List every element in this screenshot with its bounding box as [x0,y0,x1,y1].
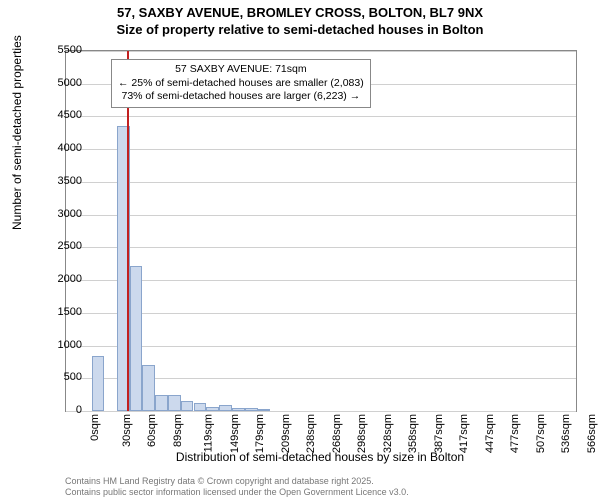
x-axis-label: Distribution of semi-detached houses by … [65,450,575,464]
gridline [66,116,576,117]
x-tick-label: 119sqm [202,414,214,452]
x-tick-label: 268sqm [331,414,343,453]
x-tick-label: 566sqm [586,414,598,453]
x-tick-label: 328sqm [382,414,394,453]
x-tick-label: 298sqm [356,414,368,453]
histogram-bar [219,405,232,411]
histogram-bar [206,407,219,411]
gridline [66,149,576,150]
histogram-bar [194,403,207,411]
annotation-box: 57 SAXBY AVENUE: 71sqm ← 25% of semi-det… [111,59,371,108]
histogram-bar [232,408,245,411]
chart-title: 57, SAXBY AVENUE, BROMLEY CROSS, BOLTON,… [0,0,600,22]
y-tick-label: 5000 [42,77,82,89]
y-tick-label: 1500 [42,306,82,318]
gridline [66,313,576,314]
y-tick-label: 1000 [42,339,82,351]
chart-subtitle: Size of property relative to semi-detach… [0,22,600,39]
x-tick-label: 536sqm [560,414,572,453]
x-tick-label: 30sqm [121,414,133,447]
histogram-bar [142,365,155,411]
y-tick-label: 0 [42,404,82,416]
histogram-bar [130,266,142,411]
y-tick-label: 4500 [42,109,82,121]
histogram-bar [168,395,181,411]
y-tick-label: 5500 [42,44,82,56]
histogram-bar [92,356,105,411]
y-tick-label: 4000 [42,142,82,154]
histogram-bar [181,401,194,411]
footer-line1: Contains HM Land Registry data © Crown c… [65,476,409,487]
footer: Contains HM Land Registry data © Crown c… [65,476,409,498]
footer-line2: Contains public sector information licen… [65,487,409,498]
gridline [66,346,576,347]
x-tick-label: 447sqm [484,414,496,453]
y-tick-label: 500 [42,371,82,383]
gridline [66,51,576,52]
histogram-bar [245,408,258,411]
histogram-bar [155,395,168,411]
y-tick-label: 3500 [42,175,82,187]
x-tick-label: 507sqm [535,414,547,453]
annotation-line2: ← 25% of semi-detached houses are smalle… [118,77,364,91]
x-tick-label: 149sqm [229,414,241,453]
annotation-line3: 73% of semi-detached houses are larger (… [118,90,364,104]
annotation-line1: 57 SAXBY AVENUE: 71sqm [118,63,364,77]
x-tick-label: 238sqm [305,414,317,453]
y-axis-label: Number of semi-detached properties [10,35,24,230]
gridline [66,215,576,216]
histogram-bar [258,409,270,411]
plot-area: 57 SAXBY AVENUE: 71sqm ← 25% of semi-det… [65,50,577,412]
x-tick-label: 89sqm [172,414,184,447]
gridline [66,247,576,248]
x-tick-label: 0sqm [89,414,101,441]
gridline [66,280,576,281]
x-tick-label: 417sqm [458,414,470,453]
y-tick-label: 2500 [42,240,82,252]
x-tick-label: 387sqm [433,414,445,453]
y-tick-label: 2000 [42,273,82,285]
x-tick-label: 60sqm [146,414,158,447]
gridline [66,182,576,183]
x-tick-label: 358sqm [407,414,419,453]
x-tick-label: 179sqm [254,414,266,453]
chart-container: 57, SAXBY AVENUE, BROMLEY CROSS, BOLTON,… [0,0,600,500]
x-tick-label: 477sqm [509,414,521,453]
y-tick-label: 3000 [42,208,82,220]
gridline [66,411,576,412]
x-tick-label: 209sqm [280,414,292,453]
